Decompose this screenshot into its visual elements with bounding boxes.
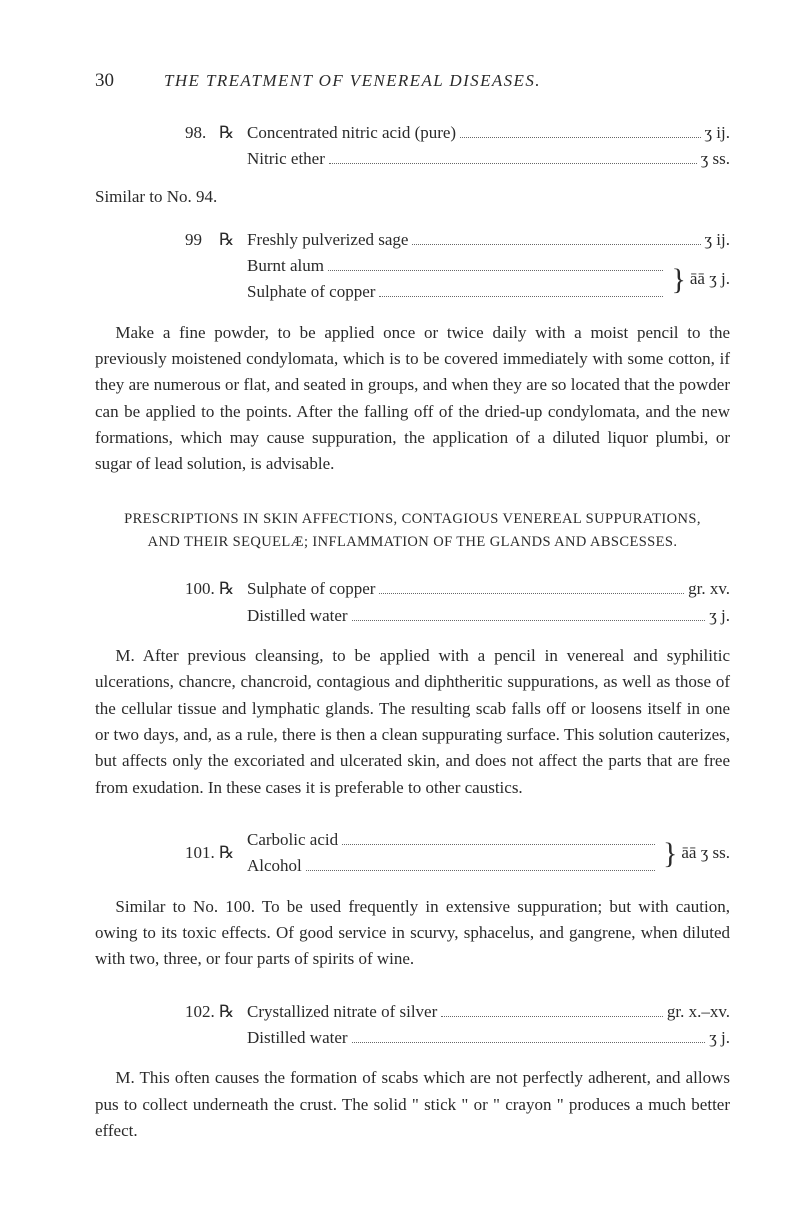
rx-ingredient: Crystallized nitrate of silver (247, 999, 437, 1025)
rx-symbol: ℞ (219, 120, 247, 146)
paragraph-after-101: Similar to No. 100. To be used frequentl… (95, 894, 730, 973)
rx-ingredient: Burnt alum (247, 253, 324, 279)
rx-98-line2: Nitric ether ʒ ss. (247, 146, 730, 172)
leader-dots (379, 281, 663, 297)
leader-dots (412, 228, 700, 244)
rx-amount: gr. xv. (688, 576, 730, 602)
leader-dots (441, 1000, 663, 1016)
rx-amount: ʒ ij. (705, 227, 731, 253)
rx-amount: āā ʒ ss. (681, 840, 730, 866)
rx-amount: ʒ j. (709, 603, 730, 629)
right-brace-icon: } (667, 266, 689, 293)
brace-row: Alcohol (247, 853, 659, 879)
leader-dots (328, 255, 664, 271)
leader-dots (329, 148, 697, 164)
rx-number: 102. (185, 999, 219, 1025)
rx-101-brace-group: 101. ℞ Carbolic acid Alcohol } āā ʒ ss. (185, 827, 730, 880)
rx-99-line1: 99 ℞ Freshly pulverized sage ʒ ij. (185, 227, 730, 253)
rx-symbol: ℞ (219, 576, 247, 602)
section-heading-line1: PRESCRIPTIONS IN SKIN AFFECTIONS, CONTAG… (95, 508, 730, 531)
rx-ingredient: Sulphate of copper (247, 576, 375, 602)
rx-ingredient: Carbolic acid (247, 827, 338, 853)
rx-100: 100. ℞ Sulphate of copper gr. xv. Distil… (185, 576, 730, 629)
rx-ingredient: Distilled water (247, 1025, 348, 1051)
rx-99: 99 ℞ Freshly pulverized sage ʒ ij. Burnt… (185, 227, 730, 306)
brace-row: Carbolic acid (247, 827, 659, 853)
rx-100-line2: Distilled water ʒ j. (247, 603, 730, 629)
rx-ingredient: Freshly pulverized sage (247, 227, 408, 253)
rx-102: 102. ℞ Crystallized nitrate of silver gr… (185, 999, 730, 1052)
rx-symbol: ℞ (219, 999, 247, 1025)
section-heading: PRESCRIPTIONS IN SKIN AFFECTIONS, CONTAG… (95, 508, 730, 554)
leader-dots (379, 578, 684, 594)
paragraph-after-102: M. This often causes the formation of sc… (95, 1065, 730, 1144)
section-heading-line2: AND THEIR SEQUELÆ; INFLAMMATION OF THE G… (95, 531, 730, 554)
brace-row: Sulphate of copper (247, 279, 667, 305)
leader-dots (460, 122, 700, 138)
rx-amount: ʒ ss. (701, 146, 730, 172)
rx-amount: ʒ j. (709, 1025, 730, 1051)
page-number: 30 (95, 70, 114, 92)
leader-dots (352, 1027, 706, 1043)
rx-ingredient: Nitric ether (247, 146, 325, 172)
rx-symbol: ℞ (219, 227, 247, 253)
rx-98-line1: 98. ℞ Concentrated nitric acid (pure) ʒ … (185, 120, 730, 146)
rx-symbol: ℞ (219, 840, 247, 866)
rx-ingredient: Concentrated nitric acid (pure) (247, 120, 456, 146)
rx-102-line2: Distilled water ʒ j. (247, 1025, 730, 1051)
right-brace-icon: } (659, 840, 681, 867)
leader-dots (342, 829, 655, 845)
rx-number: 99 (185, 227, 219, 253)
rx-ingredient: Distilled water (247, 603, 348, 629)
similar-to-94: Similar to No. 94. (95, 187, 730, 207)
brace-ingredients: Carbolic acid Alcohol (247, 827, 659, 880)
page-header: 30 THE TREATMENT OF VENEREAL DISEASES. (95, 70, 730, 92)
paragraph-after-99: Make a fine powder, to be applied once o… (95, 320, 730, 478)
rx-100-line1: 100. ℞ Sulphate of copper gr. xv. (185, 576, 730, 602)
brace-row: Burnt alum (247, 253, 667, 279)
rx-ingredient: Sulphate of copper (247, 279, 375, 305)
rx-number: 98. (185, 120, 219, 146)
rx-number: 100. (185, 576, 219, 602)
rx-ingredient: Alcohol (247, 853, 302, 879)
rx-amount: gr. x.–xv. (667, 999, 730, 1025)
rx-101: 101. ℞ Carbolic acid Alcohol } āā ʒ ss. (185, 827, 730, 880)
rx-amount: āā ʒ j. (690, 266, 730, 292)
running-title: THE TREATMENT OF VENEREAL DISEASES. (164, 71, 541, 91)
rx-99-brace-group: Burnt alum Sulphate of copper } āā ʒ j. (247, 253, 730, 306)
rx-98: 98. ℞ Concentrated nitric acid (pure) ʒ … (185, 120, 730, 173)
rx-102-line1: 102. ℞ Crystallized nitrate of silver gr… (185, 999, 730, 1025)
rx-amount: ʒ ij. (705, 120, 731, 146)
leader-dots (306, 855, 655, 871)
page-root: 30 THE TREATMENT OF VENEREAL DISEASES. 9… (0, 0, 800, 1230)
leader-dots (352, 604, 706, 620)
rx-number: 101. (185, 840, 219, 866)
paragraph-after-100: M. After previous cleansing, to be appli… (95, 643, 730, 801)
brace-ingredients: Burnt alum Sulphate of copper (247, 253, 667, 306)
